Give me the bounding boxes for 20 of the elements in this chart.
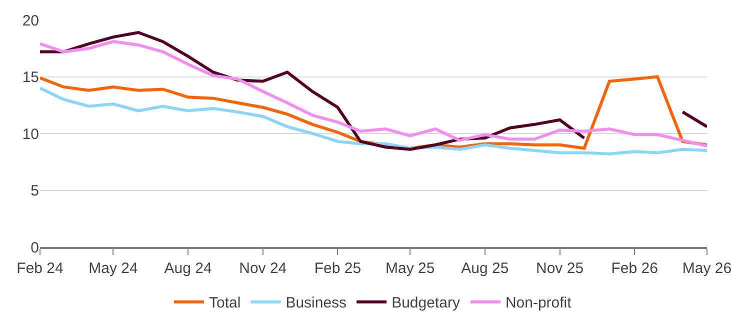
x-tick-label: Aug 24 (164, 260, 212, 277)
y-tick-label: 5 (30, 182, 39, 200)
y-tick-label: 15 (22, 69, 39, 86)
x-tick-label: Nov 25 (536, 260, 584, 277)
legend-label: Business (286, 294, 347, 312)
x-tick-label: Aug 25 (461, 260, 509, 277)
x-tick-label: Feb 25 (314, 260, 362, 277)
legend-label: Non-profit (505, 294, 572, 312)
x-tick-label: Nov 24 (239, 260, 287, 277)
line-series (40, 86, 707, 156)
y-tick-label: 20 (22, 12, 39, 30)
x-tick-label: May 26 (682, 260, 732, 277)
x-tick-label: May 24 (88, 260, 138, 277)
legend-label: Budgetary (392, 294, 460, 312)
y-tick-label: 0 (30, 239, 39, 256)
x-tick-label: Feb 26 (611, 260, 658, 277)
x-tick-label: May 25 (386, 260, 435, 277)
x-tick-label: Feb 24 (16, 260, 64, 277)
y-tick-label: 10 (22, 126, 39, 143)
legend-label: Total (209, 294, 241, 312)
